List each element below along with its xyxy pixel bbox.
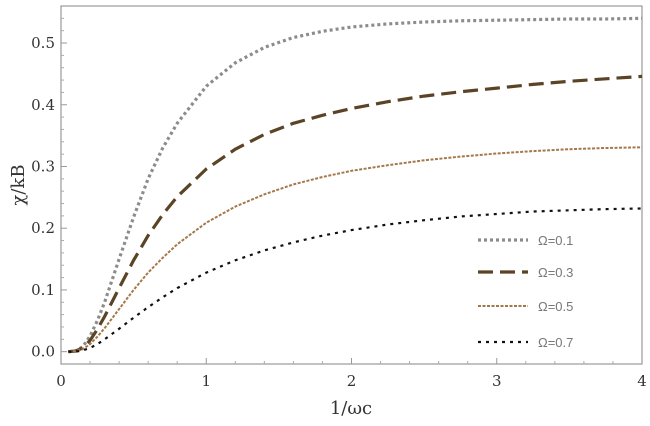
y-tick-label: 0.0 [31, 343, 55, 361]
x-tick-label: 2 [347, 372, 357, 390]
y-tick-label: 0.5 [31, 34, 55, 52]
series-line-4 [68, 207, 643, 353]
series-line-3 [68, 146, 643, 353]
x-tick-label: 1 [201, 372, 211, 390]
x-axis-label: 1/ωc [330, 398, 372, 419]
y-tick-label: 0.1 [31, 281, 55, 299]
y-tick-label: 0.2 [31, 219, 55, 237]
legend: Ω=0.1 Ω=0.3 Ω=0.5 Ω=0.7 [478, 233, 573, 350]
y-axis-label: χ/kB [8, 164, 29, 205]
x-axis-ticks: 0 1 2 3 4 [56, 358, 647, 390]
legend-label-3: Ω=0.5 [538, 299, 573, 314]
legend-label-2: Ω=0.3 [538, 265, 573, 280]
y-axis-ticks: 0.0 0.1 0.2 0.3 0.4 0.5 [31, 17, 67, 361]
x-tick-label: 0 [56, 372, 66, 390]
y-tick-label: 0.4 [31, 96, 55, 114]
series-layer [68, 16, 643, 354]
x-tick-label: 3 [492, 372, 502, 390]
y-tick-label: 0.3 [31, 157, 55, 175]
series-line-2 [68, 74, 643, 354]
series-line-1 [68, 16, 643, 354]
x-tick-label: 4 [637, 372, 647, 390]
legend-label-4: Ω=0.7 [538, 335, 573, 350]
legend-label-1: Ω=0.1 [538, 233, 573, 248]
